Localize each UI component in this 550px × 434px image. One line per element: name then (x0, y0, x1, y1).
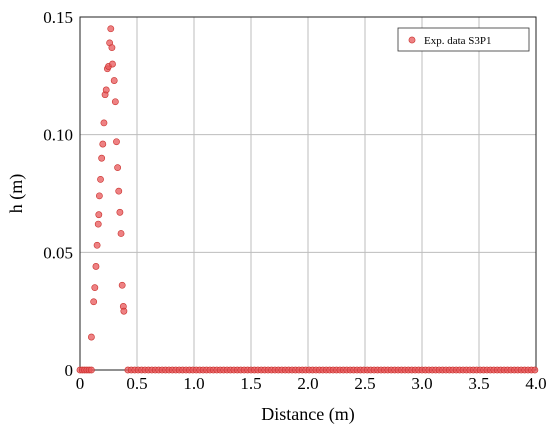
x-axis-label: Distance (m) (261, 404, 354, 425)
data-point (97, 175, 104, 183)
data-point (107, 25, 115, 33)
y-tick-label: 0 (65, 361, 74, 380)
x-tick-label: 1.0 (183, 374, 204, 393)
data-point (95, 211, 103, 219)
data-point (114, 164, 122, 172)
data-point (90, 298, 98, 306)
x-tick-label: 2.5 (354, 374, 375, 393)
data-point (117, 230, 125, 237)
data-point (102, 86, 110, 94)
x-tick-label: 2.0 (297, 374, 318, 393)
data-point (109, 60, 116, 68)
y-axis-label: h (m) (6, 174, 27, 214)
x-tick-labels: 0 0.5 1.0 1.5 2.0 2.5 3.0 3.5 4.0 (76, 374, 547, 393)
data-point (111, 98, 119, 106)
data-point (88, 333, 95, 341)
x-tick-label: 1.5 (240, 374, 261, 393)
data-point (116, 208, 124, 216)
x-tick-label: 4.0 (525, 374, 546, 393)
y-tick-labels: 0 0.05 0.10 0.15 (43, 8, 73, 380)
y-tick-label: 0.10 (43, 126, 73, 145)
y-tick-label: 0.15 (43, 8, 73, 27)
data-point (115, 187, 123, 195)
data-points (76, 25, 539, 374)
data-point (108, 44, 116, 51)
data-point (95, 192, 103, 200)
data-point (118, 281, 126, 289)
grid-lines (79, 16, 537, 371)
data-point (98, 154, 106, 162)
data-point (110, 77, 118, 84)
x-tick-label: 3.5 (468, 374, 489, 393)
legend: Exp. data S3P1 (397, 27, 530, 52)
data-point (94, 220, 102, 228)
legend-label: Exp. data S3P1 (424, 35, 492, 47)
legend-marker (408, 36, 416, 44)
data-point (100, 119, 108, 127)
legend-box (397, 27, 530, 52)
data-point (120, 307, 128, 315)
data-point (93, 241, 101, 249)
data-point (88, 366, 95, 374)
x-tick-label: 3.0 (411, 374, 432, 393)
data-point (99, 140, 107, 148)
data-point (92, 263, 100, 270)
x-tick-label: 0 (76, 374, 85, 393)
data-point (531, 366, 539, 374)
y-tick-label: 0.05 (43, 243, 73, 262)
data-point (113, 138, 120, 146)
x-tick-label: 0.5 (126, 374, 147, 393)
data-point (91, 284, 99, 292)
